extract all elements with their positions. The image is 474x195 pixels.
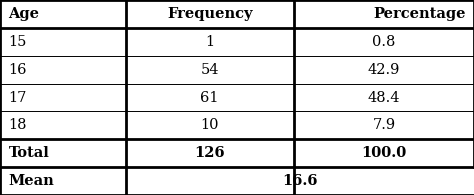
Text: 15: 15 <box>9 35 27 49</box>
Text: 54: 54 <box>201 63 219 77</box>
Text: Frequency: Frequency <box>167 7 253 21</box>
Text: Mean: Mean <box>9 174 55 188</box>
Text: 18: 18 <box>9 118 27 132</box>
Text: 7.9: 7.9 <box>373 118 395 132</box>
Text: 126: 126 <box>194 146 225 160</box>
Text: 1: 1 <box>205 35 214 49</box>
Text: Percentage: Percentage <box>373 7 465 21</box>
Text: 42.9: 42.9 <box>368 63 400 77</box>
Text: 17: 17 <box>9 90 27 105</box>
Text: 16: 16 <box>9 63 27 77</box>
Text: 0.8: 0.8 <box>372 35 396 49</box>
Text: 61: 61 <box>201 90 219 105</box>
Text: 10: 10 <box>201 118 219 132</box>
Text: Age: Age <box>9 7 39 21</box>
Text: 16.6: 16.6 <box>282 174 318 188</box>
Text: Total: Total <box>9 146 49 160</box>
Text: 48.4: 48.4 <box>368 90 400 105</box>
Text: 100.0: 100.0 <box>361 146 407 160</box>
